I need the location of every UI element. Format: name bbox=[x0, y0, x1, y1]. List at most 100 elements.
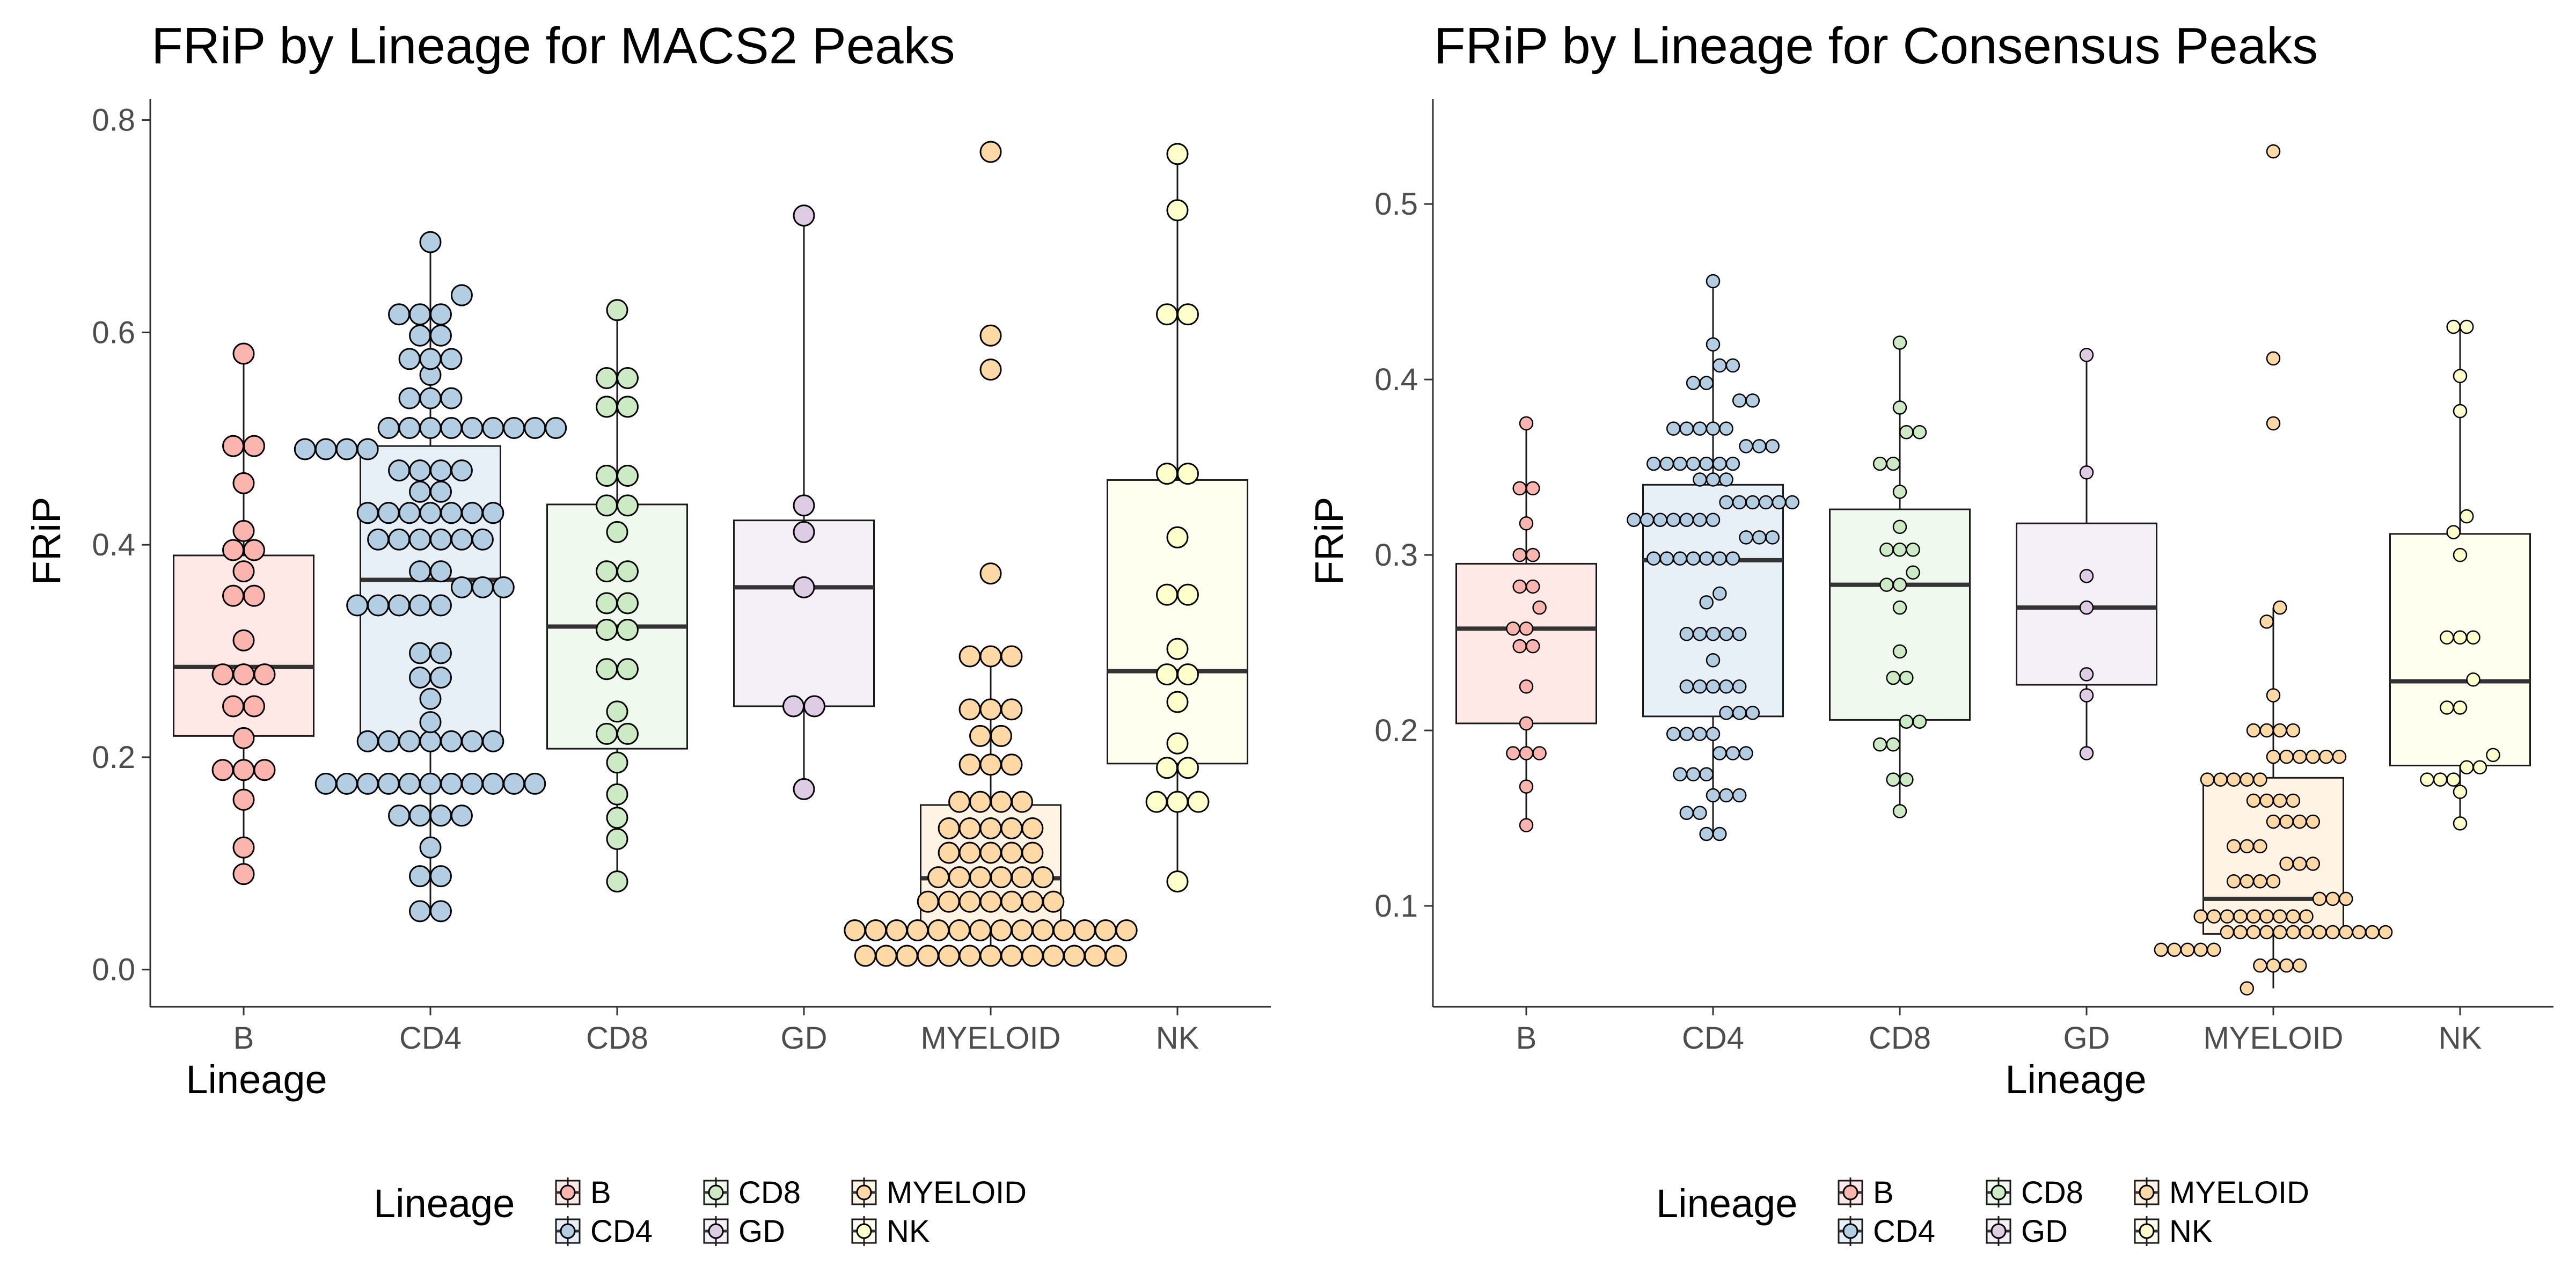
data-point bbox=[2213, 772, 2228, 787]
data-point bbox=[1706, 337, 1721, 352]
data-point bbox=[1785, 495, 1799, 510]
data-point bbox=[419, 348, 442, 370]
data-point bbox=[2460, 760, 2474, 774]
data-point bbox=[1739, 530, 1753, 545]
data-point bbox=[2246, 793, 2261, 808]
data-point bbox=[2079, 348, 2094, 362]
data-point bbox=[1693, 472, 1707, 487]
data-point bbox=[461, 772, 484, 795]
data-point bbox=[1693, 679, 1707, 694]
data-point bbox=[232, 863, 255, 885]
data-point bbox=[1699, 376, 1714, 390]
data-point bbox=[1506, 746, 1520, 760]
data-point bbox=[1519, 416, 1534, 431]
data-point bbox=[979, 841, 1002, 864]
legend-consensus: Lineage B CD4 CD8 GD MYELOID NK bbox=[1656, 1175, 2309, 1249]
data-point bbox=[1886, 456, 1900, 471]
data-point bbox=[2453, 404, 2468, 419]
data-point bbox=[409, 804, 431, 827]
data-point bbox=[419, 730, 442, 752]
box-gd bbox=[733, 519, 875, 707]
data-point bbox=[606, 700, 628, 723]
legend-key-dot bbox=[856, 1184, 872, 1201]
data-point bbox=[2079, 569, 2094, 583]
data-point bbox=[314, 438, 337, 460]
data-point bbox=[1899, 425, 1914, 440]
data-point bbox=[2167, 942, 2182, 957]
data-point bbox=[606, 783, 628, 806]
data-point bbox=[1176, 757, 1199, 779]
data-point bbox=[596, 722, 618, 745]
data-point bbox=[1765, 439, 1780, 453]
data-point bbox=[1156, 663, 1179, 686]
plot-area: 0.1 0.2 0.3 0.4 0.5 B CD4 CD8 GD MYELOID NK bbox=[1374, 99, 2553, 1056]
data-point bbox=[1000, 890, 1023, 913]
data-point bbox=[419, 387, 442, 409]
data-point bbox=[616, 494, 639, 517]
data-point bbox=[409, 480, 431, 503]
data-point bbox=[793, 204, 815, 227]
y-tick-label: 0.1 bbox=[1374, 889, 1418, 924]
data-point bbox=[335, 772, 358, 795]
legend-key-dot bbox=[560, 1223, 576, 1239]
x-tick-label: B bbox=[1516, 1021, 1537, 1056]
data-point bbox=[927, 866, 950, 889]
legend-key-dot bbox=[1842, 1223, 1858, 1239]
data-point bbox=[2279, 814, 2294, 829]
data-point bbox=[596, 367, 618, 389]
data-point bbox=[294, 438, 316, 460]
data-point bbox=[471, 576, 494, 598]
data-point bbox=[1752, 439, 1767, 453]
data-point bbox=[377, 772, 400, 795]
data-point bbox=[429, 303, 452, 326]
data-point bbox=[2286, 723, 2301, 738]
data-point bbox=[2259, 909, 2274, 924]
data-point bbox=[1899, 772, 1914, 787]
data-point bbox=[2273, 600, 2287, 615]
box-nk bbox=[1107, 479, 1248, 765]
data-point bbox=[429, 480, 452, 503]
data-point bbox=[596, 618, 618, 641]
y-tick-label: 0.6 bbox=[92, 315, 135, 350]
data-point bbox=[1166, 870, 1189, 892]
data-point bbox=[2253, 772, 2267, 787]
data-point bbox=[2273, 909, 2287, 924]
data-point bbox=[1693, 421, 1707, 436]
data-point bbox=[1679, 626, 1694, 641]
data-point bbox=[979, 817, 1002, 840]
data-point bbox=[1765, 530, 1780, 545]
y-tick-label: 0.0 bbox=[92, 953, 135, 987]
data-point bbox=[524, 772, 546, 795]
data-point bbox=[2378, 925, 2393, 940]
data-point bbox=[793, 778, 815, 800]
data-point bbox=[1176, 463, 1199, 485]
data-point bbox=[1725, 746, 1740, 760]
data-point bbox=[2286, 909, 2301, 924]
data-point bbox=[2226, 874, 2241, 889]
data-point bbox=[990, 724, 1012, 747]
data-point bbox=[1732, 626, 1747, 641]
data-point bbox=[1706, 653, 1721, 668]
data-point bbox=[1519, 779, 1534, 794]
legend-label: GD bbox=[738, 1214, 785, 1249]
data-point bbox=[1706, 679, 1721, 694]
data-point bbox=[409, 900, 431, 923]
data-point bbox=[616, 618, 639, 641]
data-point bbox=[1105, 945, 1128, 967]
data-point bbox=[524, 416, 546, 439]
x-axis-title: Lineage bbox=[2005, 1057, 2146, 1102]
data-point bbox=[1713, 826, 1727, 841]
data-point bbox=[356, 730, 379, 752]
data-point bbox=[1512, 481, 1527, 496]
data-point bbox=[990, 866, 1012, 889]
data-point bbox=[429, 667, 452, 689]
legend-label: MYELOID bbox=[887, 1175, 1027, 1210]
data-point bbox=[388, 303, 411, 326]
data-point bbox=[1739, 746, 1753, 760]
y-tick-label: 0.4 bbox=[92, 528, 135, 562]
data-point bbox=[398, 772, 421, 795]
data-point bbox=[1000, 753, 1023, 776]
data-point bbox=[388, 528, 411, 551]
data-point bbox=[2207, 942, 2221, 957]
data-point bbox=[616, 722, 639, 745]
